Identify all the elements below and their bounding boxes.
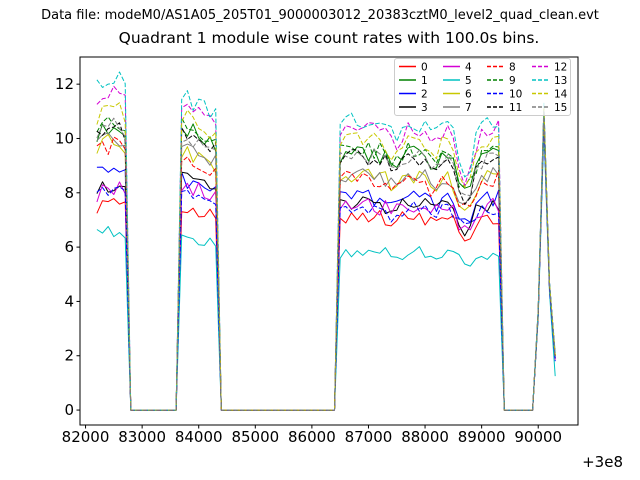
legend-box bbox=[394, 58, 571, 116]
x-tick-label: 89000 bbox=[458, 428, 506, 446]
datafile-label: Data file: modeM0/AS1A05_205T01_90000030… bbox=[41, 8, 599, 23]
series-line-6 bbox=[96, 113, 556, 411]
x-tick-label: 83000 bbox=[118, 428, 166, 446]
legend-label-0: 0 bbox=[421, 61, 428, 73]
series-line-7 bbox=[96, 113, 556, 411]
series-line-12 bbox=[96, 85, 556, 411]
y-tick-label: 8 bbox=[64, 184, 74, 202]
y-tick-label: 2 bbox=[64, 347, 74, 365]
y-tick-label: 12 bbox=[55, 75, 74, 93]
legend-label-5: 5 bbox=[465, 75, 472, 87]
legend-label-2: 2 bbox=[421, 88, 428, 100]
y-tick-label: 0 bbox=[64, 401, 74, 419]
x-tick-label: 90000 bbox=[514, 428, 562, 446]
series-line-13 bbox=[96, 71, 556, 411]
y-tick-label: 4 bbox=[64, 292, 74, 310]
y-tick-label: 10 bbox=[55, 129, 74, 147]
x-tick-label: 85000 bbox=[231, 428, 279, 446]
y-tick-label: 6 bbox=[64, 238, 74, 256]
x-tick-label: 82000 bbox=[62, 428, 110, 446]
x-tick-label: 88000 bbox=[401, 428, 449, 446]
legend-label-9: 9 bbox=[509, 75, 516, 87]
series-line-15 bbox=[96, 109, 556, 411]
series-line-8 bbox=[96, 113, 556, 411]
legend-label-7: 7 bbox=[465, 102, 472, 114]
x-axis-offset-label: +3e8 bbox=[582, 453, 623, 471]
x-tick-label: 84000 bbox=[175, 428, 223, 446]
legend-label-12: 12 bbox=[554, 61, 567, 73]
legend-label-1: 1 bbox=[421, 75, 428, 87]
series-line-14 bbox=[96, 102, 556, 411]
legend-label-6: 6 bbox=[465, 88, 472, 100]
x-tick-label: 86000 bbox=[288, 428, 336, 446]
legend-label-11: 11 bbox=[509, 102, 522, 114]
legend-label-15: 15 bbox=[554, 102, 567, 114]
axes-frame bbox=[79, 56, 579, 426]
legend-label-14: 14 bbox=[554, 88, 568, 100]
legend-label-3: 3 bbox=[421, 102, 428, 114]
series-line-4 bbox=[96, 116, 556, 411]
legend-label-4: 4 bbox=[465, 61, 472, 73]
chart-title: Quadrant 1 module wise count rates with … bbox=[118, 29, 540, 47]
legend-label-10: 10 bbox=[509, 88, 522, 100]
legend-label-13: 13 bbox=[554, 75, 567, 87]
series-group bbox=[96, 71, 556, 411]
legend-label-8: 8 bbox=[509, 61, 516, 73]
x-tick-label: 87000 bbox=[345, 428, 393, 446]
series-line-10 bbox=[96, 121, 556, 411]
series-line-2 bbox=[96, 116, 556, 411]
